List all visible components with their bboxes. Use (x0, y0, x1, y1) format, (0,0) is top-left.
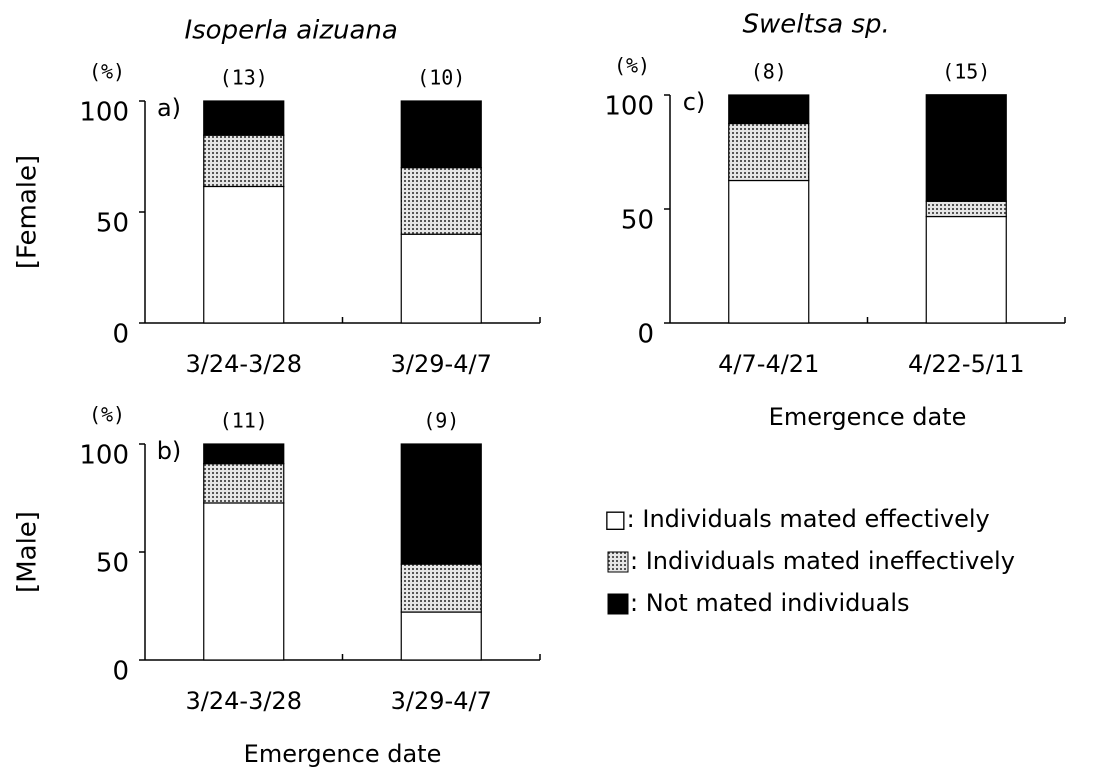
bar-segment (203, 463, 285, 504)
sample-size: (8) (751, 60, 787, 84)
y-unit: (%) (614, 54, 650, 78)
y-tick-label: 100 (79, 98, 129, 128)
bar-segment (925, 215, 1007, 324)
legend-swatch (607, 551, 629, 573)
panel-title: Sweltsa sp. (743, 10, 890, 40)
panel-label: a) (157, 94, 181, 122)
bar-segment (400, 233, 482, 324)
sample-size: (10) (417, 66, 465, 90)
x-tick-label: 4/22-5/11 (908, 350, 1024, 378)
x-axis-label: Emergence date (244, 740, 442, 768)
x-tick-label: 3/24-3/28 (186, 687, 302, 715)
bar-segment (728, 179, 810, 324)
bar-segment (728, 94, 810, 125)
y-unit: (%) (89, 403, 125, 427)
row-label: [Male] (13, 511, 43, 593)
sample-size: (13) (220, 66, 268, 90)
bar-segment (203, 502, 285, 661)
sample-size: (11) (220, 409, 268, 433)
bar-segment (203, 100, 285, 136)
legend-swatch (607, 593, 629, 615)
panel-label: c) (683, 88, 706, 116)
panel-title: Isoperla aizuana (184, 16, 397, 46)
x-axis-label: Emergence date (769, 403, 967, 431)
legend-label: □: Individuals mated effectively (604, 505, 990, 533)
bar-segment (728, 122, 810, 182)
bar-segment (925, 94, 1007, 202)
x-tick-label: 3/29-4/7 (391, 350, 492, 378)
y-tick-label: 100 (79, 441, 129, 471)
bar-segment (925, 200, 1007, 218)
x-tick-label: 3/29-4/7 (391, 687, 492, 715)
sample-size: (15) (942, 60, 990, 84)
bar-segment (203, 443, 285, 465)
legend-label: : Not mated individuals (630, 589, 910, 617)
panel-label: b) (157, 437, 182, 465)
y-tick-label: 0 (112, 657, 129, 687)
bar-segment (400, 100, 482, 169)
bar-segment (203, 134, 285, 188)
y-tick-label: 0 (112, 320, 129, 350)
y-tick-label: 50 (96, 549, 129, 579)
y-tick-label: 50 (621, 206, 654, 236)
y-tick-label: 100 (604, 92, 654, 122)
y-unit: (%) (89, 60, 125, 84)
bar-segment (400, 611, 482, 661)
y-tick-label: 0 (637, 320, 654, 350)
x-tick-label: 3/24-3/28 (186, 350, 302, 378)
y-tick-label: 50 (96, 209, 129, 239)
legend-label: : Individuals mated ineffectively (630, 547, 1015, 575)
row-label: [Female] (13, 155, 43, 269)
bar-segment (203, 185, 285, 324)
x-tick-label: 4/7-4/21 (718, 350, 819, 378)
bar-segment (400, 443, 482, 565)
sample-size: (9) (423, 409, 459, 433)
bar-segment (400, 167, 482, 235)
bar-segment (400, 563, 482, 613)
